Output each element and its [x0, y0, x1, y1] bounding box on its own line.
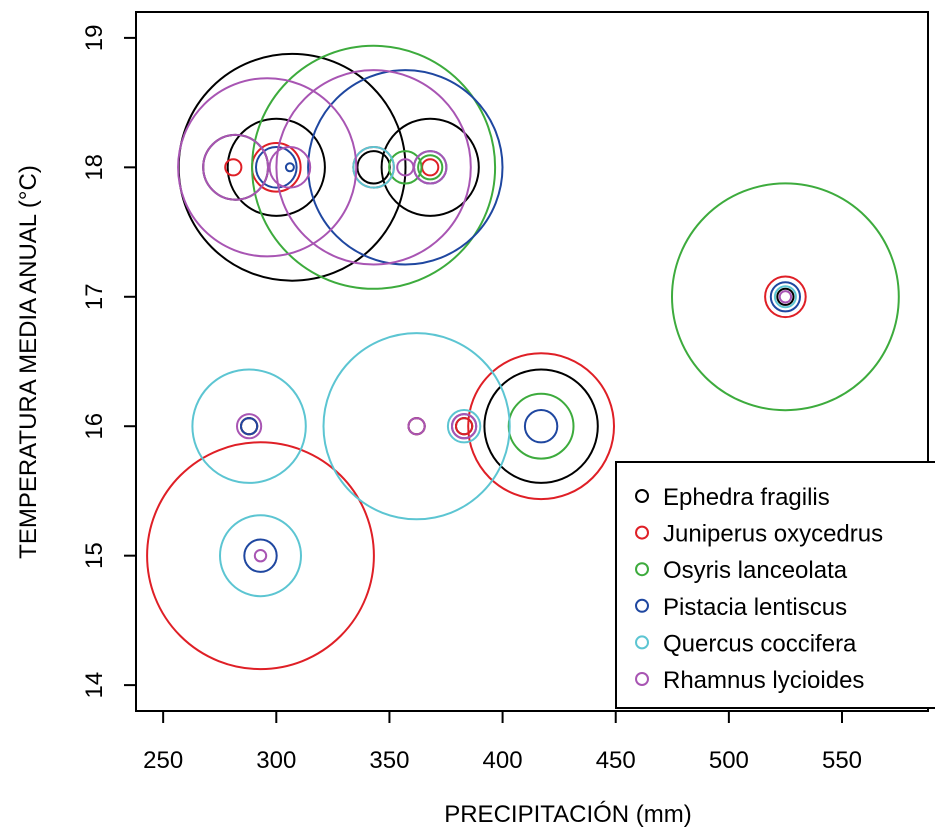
- x-tick-label-4: 450: [596, 747, 636, 774]
- y-tick-label-5: 19: [81, 25, 108, 52]
- bubble-3-8: [243, 538, 278, 573]
- bubble-3-6: [523, 409, 559, 444]
- bubble-4-6: [219, 514, 302, 598]
- x-tick-label-0: 250: [143, 747, 183, 774]
- y-axis: 14 15 16 17 18 19: [81, 25, 136, 699]
- bubble-0-8: [483, 368, 599, 484]
- legend-marker-5: [635, 672, 649, 686]
- bubble-5-0: [202, 133, 270, 201]
- bubble-4-5: [773, 285, 797, 309]
- bubble-4-0: [352, 146, 395, 189]
- legend-marker-2: [635, 562, 649, 577]
- bubble-3-7: [769, 281, 802, 313]
- bubble-5-8: [451, 413, 478, 440]
- y-tick-label-2: 16: [81, 413, 108, 440]
- plot-frame: [135, 11, 929, 712]
- bubble-4-4: [446, 409, 482, 444]
- bubble-3-2: [307, 69, 504, 266]
- legend-label-1: Juniperus oxycedrus: [663, 521, 883, 548]
- legend-marker-0: [635, 489, 649, 503]
- bubble-2-2: [417, 154, 444, 181]
- y-tick-label-4: 18: [81, 154, 108, 181]
- legend-label-2: Osyris lanceolata: [663, 557, 848, 584]
- bubble-4-2: [191, 368, 307, 484]
- bubble-3-4: [240, 417, 259, 436]
- bubble-1-8: [764, 275, 807, 319]
- bubble-1-0: [224, 158, 243, 177]
- legend-label-3: Pistacia lentiscus: [663, 594, 847, 621]
- legend-marker-1: [635, 525, 649, 540]
- y-tick-label-0: 14: [81, 672, 108, 699]
- x-tick-label-6: 550: [822, 747, 862, 774]
- bubble-3-0: [254, 146, 298, 189]
- legend-box: [615, 461, 935, 709]
- bubble-5-2: [268, 146, 312, 189]
- bubble-2-1: [388, 150, 423, 185]
- bubble-5-5: [413, 150, 448, 185]
- bubble-5-6: [236, 413, 263, 440]
- x-tick-label-1: 300: [256, 747, 296, 774]
- bubble-0-1: [226, 117, 326, 217]
- bubble-1-6: [455, 417, 474, 436]
- legend-marker-4: [635, 635, 649, 650]
- bubble-5-9: [778, 290, 793, 304]
- bubble-0-9: [776, 287, 795, 306]
- bubble-1-9: [146, 441, 375, 671]
- bubble-2-4: [671, 182, 900, 412]
- y-tick-label-1: 15: [81, 542, 108, 569]
- x-tick-label-3: 400: [483, 747, 523, 774]
- y-axis-title: TEMPERATURA MEDIA ANUAL (°C): [15, 165, 42, 559]
- legend-marker-3: [635, 598, 649, 613]
- bubble-2-3: [507, 392, 575, 460]
- bubble-layer: [146, 44, 900, 671]
- legend-label-0: Ephedra fragilis: [663, 484, 830, 511]
- y-tick-label-3: 17: [81, 283, 108, 310]
- bubble-2-0: [251, 44, 497, 290]
- legend-label-4: Quercus coccifera: [663, 630, 857, 657]
- bubble-3-1: [284, 162, 295, 173]
- bubble-5-10: [253, 549, 268, 563]
- bubble-1-7: [467, 352, 615, 501]
- bubble-0-4: [380, 117, 480, 217]
- bubble-4-3: [322, 332, 511, 521]
- legend-label-5: Rhamnus lycioides: [663, 667, 864, 694]
- bubble-5-7: [407, 417, 426, 436]
- x-axis-title: PRECIPITACIÓN (mm): [444, 801, 692, 828]
- bubble-5-3: [275, 69, 472, 266]
- x-axis: 250 300 350 400 450 500 550: [143, 711, 862, 774]
- legend: Ephedra fragilis Juniperus oxycedrus Osyri…: [615, 461, 935, 709]
- x-tick-label-5: 500: [709, 747, 749, 774]
- bubble-5-1: [177, 77, 358, 258]
- x-tick-label-2: 350: [369, 747, 409, 774]
